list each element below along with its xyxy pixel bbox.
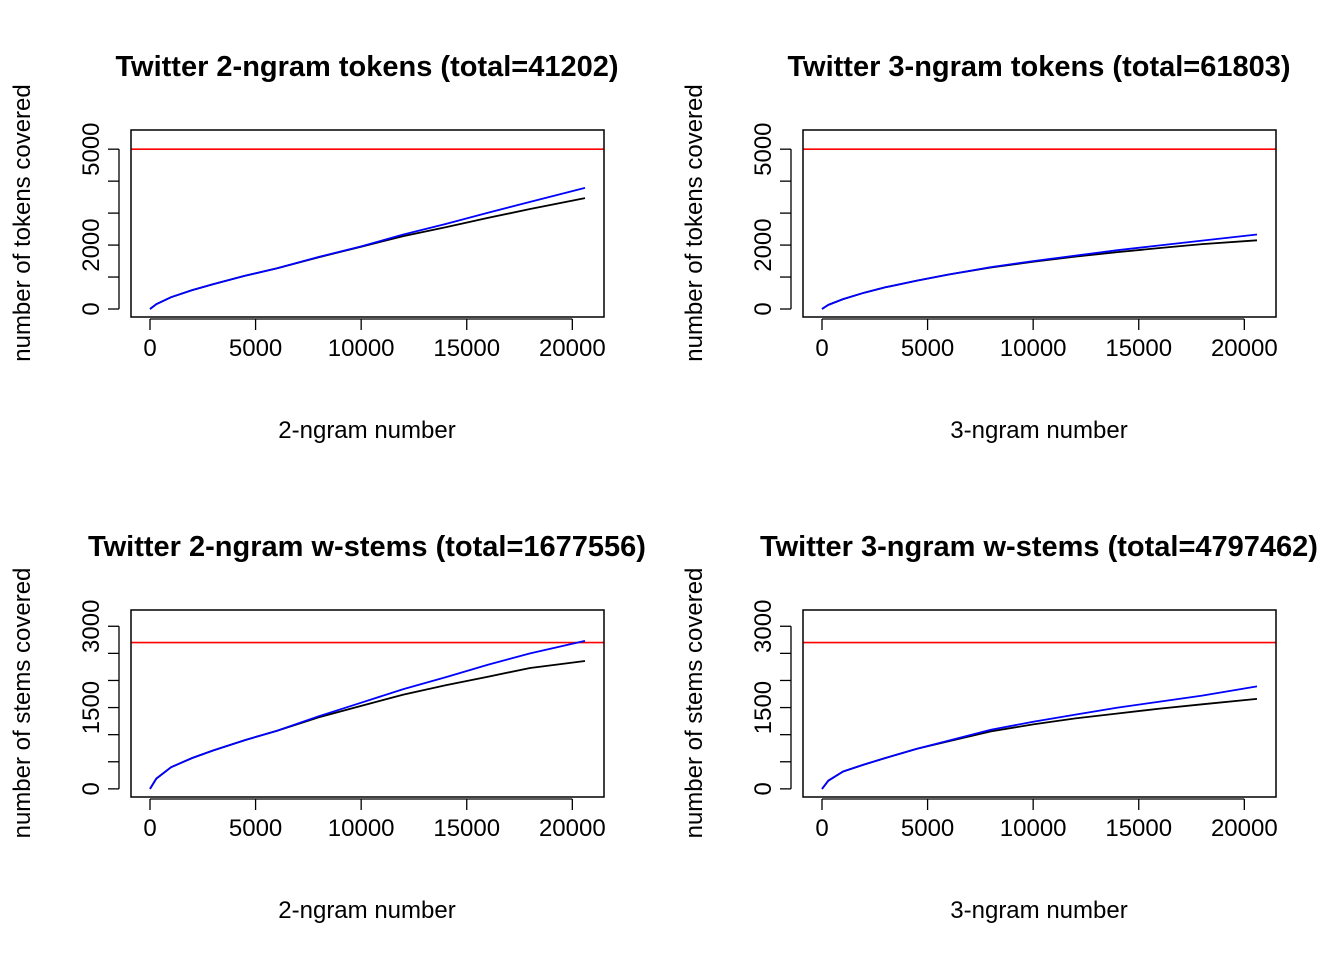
plot-area: 0 5000 10000 15000 20000 0 1500 3000: [750, 600, 1278, 842]
y-tick-label: 5000: [750, 122, 777, 175]
x-tick-label: 10000: [1000, 815, 1067, 842]
x-tick-label: 15000: [1105, 335, 1172, 362]
y-tick-label: 2000: [78, 218, 105, 271]
y-tick-label: 2000: [750, 218, 777, 271]
plot-frame: [802, 129, 1277, 318]
panel-title: Twitter 3-ngram w-stems (total=4797462): [760, 531, 1318, 563]
x-axis-label: 3-ngram number: [950, 417, 1127, 444]
plot-area: 0 5000 10000 15000 20000 0 2000 5000: [750, 122, 1278, 362]
plot-frame: [802, 609, 1277, 798]
panel-2gram-tokens: Twitter 2-ngram tokens (total=41202) 2-n…: [9, 51, 619, 444]
series-line-black: [149, 660, 586, 790]
x-tick-label: 10000: [1000, 335, 1067, 362]
y-tick-label: 0: [750, 782, 777, 795]
x-tick-label: 15000: [433, 815, 500, 842]
series-line-blue: [821, 685, 1258, 790]
x-tick-label: 5000: [229, 335, 282, 362]
y-tick-label: 1500: [78, 681, 105, 734]
plot-frame: [130, 129, 605, 318]
x-tick-label: 5000: [229, 815, 282, 842]
series-line-black: [821, 698, 1258, 790]
series-line-black: [149, 197, 586, 310]
panel-3gram-w-stems: Twitter 3-ngram w-stems (total=4797462) …: [681, 531, 1318, 924]
panel-title: Twitter 2-ngram w-stems (total=1677556): [88, 531, 646, 563]
x-tick-label: 10000: [328, 815, 395, 842]
panel-title: Twitter 2-ngram tokens (total=41202): [115, 51, 618, 83]
panel-2gram-w-stems: Twitter 2-ngram w-stems (total=1677556) …: [9, 531, 646, 924]
x-tick-label: 15000: [1105, 815, 1172, 842]
y-tick-label: 3000: [78, 600, 105, 653]
y-axis-label: number of stems covered: [681, 568, 708, 839]
x-tick-label: 0: [143, 335, 156, 362]
x-tick-label: 5000: [901, 815, 954, 842]
x-axis-label: 3-ngram number: [950, 897, 1127, 924]
x-tick-label: 15000: [433, 335, 500, 362]
plot-frame: [130, 609, 605, 798]
y-tick-label: 0: [750, 302, 777, 315]
series-line-black: [821, 239, 1258, 310]
panel-title: Twitter 3-ngram tokens (total=61803): [787, 51, 1290, 83]
y-tick-label: 3000: [750, 600, 777, 653]
y-tick-label: 1500: [750, 681, 777, 734]
y-tick-label: 5000: [78, 122, 105, 175]
x-tick-label: 5000: [901, 335, 954, 362]
plot-area: 0 5000 10000 15000 20000 0 1500 3000: [78, 600, 606, 842]
x-tick-label: 20000: [539, 815, 606, 842]
x-axis-label: 2-ngram number: [278, 417, 455, 444]
y-tick-label: 0: [78, 302, 105, 315]
x-tick-label: 0: [815, 815, 828, 842]
x-axis-label: 2-ngram number: [278, 897, 455, 924]
y-tick-label: 0: [78, 782, 105, 795]
x-tick-label: 0: [143, 815, 156, 842]
plot-area: 0 5000 10000 15000 20000 0 2000 5000: [78, 122, 606, 362]
x-tick-label: 20000: [1211, 815, 1278, 842]
y-axis-label: number of stems covered: [9, 568, 36, 839]
panel-3gram-tokens: Twitter 3-ngram tokens (total=61803) 3-n…: [681, 51, 1291, 444]
y-axis-label: number of tokens covered: [9, 84, 36, 362]
x-tick-label: 0: [815, 335, 828, 362]
y-axis-label: number of tokens covered: [681, 84, 708, 362]
x-tick-label: 20000: [1211, 335, 1278, 362]
x-tick-label: 20000: [539, 335, 606, 362]
series-line-blue: [149, 187, 586, 310]
series-line-blue: [821, 233, 1258, 310]
series-line-blue: [149, 640, 586, 790]
x-tick-label: 10000: [328, 335, 395, 362]
